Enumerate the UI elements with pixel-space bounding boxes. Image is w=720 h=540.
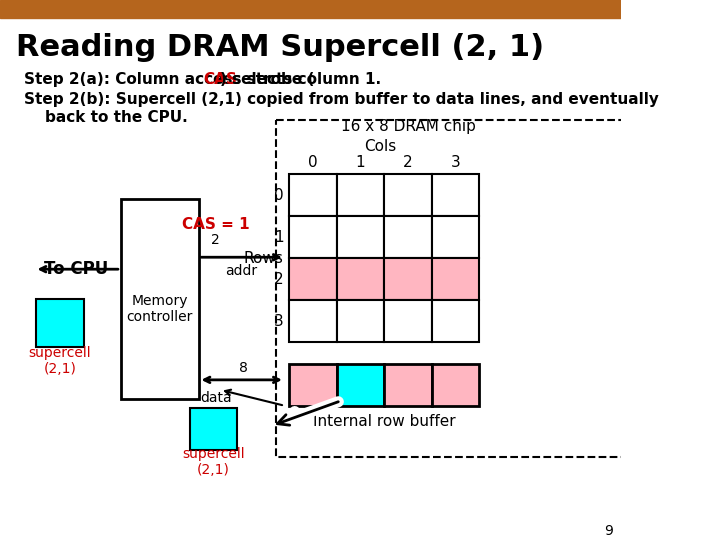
Bar <box>431 258 479 300</box>
Bar <box>384 364 431 406</box>
Text: ) selects column 1.: ) selects column 1. <box>220 72 381 87</box>
Bar <box>0 0 621 18</box>
Text: 9: 9 <box>604 524 613 538</box>
Bar <box>337 300 384 342</box>
Text: CAS = 1: CAS = 1 <box>182 217 250 232</box>
Text: Step 2(a): Column access strobe (: Step 2(a): Column access strobe ( <box>24 72 315 87</box>
Bar <box>384 217 431 258</box>
Bar <box>289 364 337 406</box>
Bar <box>431 300 479 342</box>
Bar <box>337 258 384 300</box>
Text: Cols: Cols <box>364 139 396 154</box>
Text: 0: 0 <box>274 188 284 203</box>
Bar <box>190 408 238 450</box>
Bar <box>289 217 337 258</box>
Bar <box>121 199 199 399</box>
Text: supercell
(2,1): supercell (2,1) <box>182 447 245 477</box>
Text: addr: addr <box>225 264 258 278</box>
Text: Internal row buffer: Internal row buffer <box>312 414 455 429</box>
Bar <box>384 300 431 342</box>
Text: CAS: CAS <box>204 72 238 87</box>
Bar <box>337 217 384 258</box>
Bar <box>36 299 84 347</box>
Text: 2: 2 <box>403 155 413 170</box>
Bar <box>431 364 479 406</box>
Text: 0: 0 <box>308 155 318 170</box>
Text: 8: 8 <box>239 361 248 375</box>
FancyArrowPatch shape <box>277 402 338 425</box>
Bar <box>289 258 337 300</box>
Bar <box>431 217 479 258</box>
Text: Reading DRAM Supercell (2, 1): Reading DRAM Supercell (2, 1) <box>16 33 544 62</box>
Text: supercell
(2,1): supercell (2,1) <box>29 346 91 376</box>
Text: 2: 2 <box>212 233 220 247</box>
Text: 1: 1 <box>274 230 284 245</box>
Text: back to the CPU.: back to the CPU. <box>24 110 188 125</box>
Bar <box>289 300 337 342</box>
Bar <box>431 174 479 217</box>
Text: 3: 3 <box>274 314 284 328</box>
Text: 16 x 8 DRAM chip: 16 x 8 DRAM chip <box>341 119 476 134</box>
Bar <box>337 364 384 406</box>
Text: To CPU: To CPU <box>44 260 108 278</box>
Text: Step 2(b): Supercell (2,1) copied from buffer to data lines, and eventually: Step 2(b): Supercell (2,1) copied from b… <box>24 92 659 107</box>
Bar <box>384 258 431 300</box>
Text: 2: 2 <box>274 272 284 287</box>
Bar <box>289 174 337 217</box>
Bar <box>384 174 431 217</box>
Text: Rows: Rows <box>243 251 283 266</box>
Text: data: data <box>200 391 232 405</box>
Text: 1: 1 <box>356 155 365 170</box>
Text: Memory
controller: Memory controller <box>127 294 193 324</box>
Bar <box>337 174 384 217</box>
Text: 3: 3 <box>451 155 460 170</box>
Bar <box>276 120 626 457</box>
FancyArrowPatch shape <box>286 402 338 422</box>
